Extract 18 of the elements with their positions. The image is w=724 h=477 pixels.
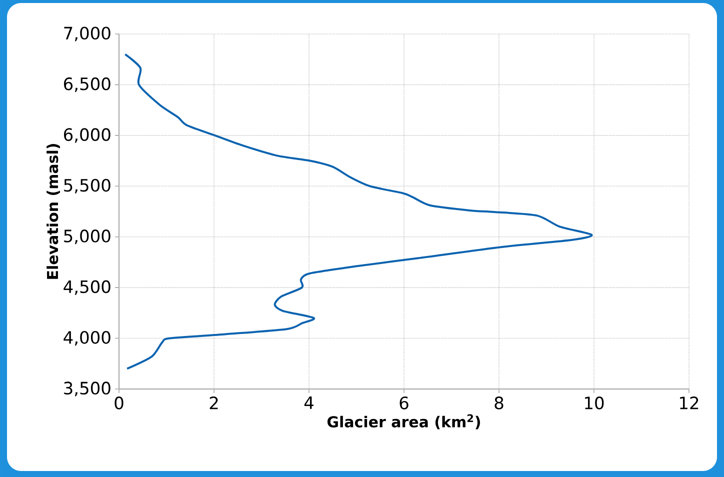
y-tick-label: 5,000 [64, 230, 110, 244]
x-tick-label: 10 [585, 396, 604, 410]
x-tick-label: 2 [210, 396, 218, 410]
x-tick-label: 6 [400, 396, 408, 410]
line-series [124, 53, 593, 370]
y-tick-label: 5,500 [64, 178, 110, 194]
x-tick-label: 4 [304, 396, 314, 409]
y-axis-title: Elevation (masl) [46, 144, 60, 279]
y-tick-label: 6,000 [64, 128, 110, 143]
x-tick-label: 0 [114, 396, 124, 410]
y-tick-label: 7,000 [64, 26, 110, 42]
x-tick-label: 8 [494, 396, 504, 410]
y-tick-label: 3,500 [64, 382, 110, 396]
y-tick-label: 4,000 [64, 330, 110, 346]
y-tick-label: 4,500 [64, 280, 110, 295]
y-tick-label: 6,500 [64, 77, 110, 92]
x-tick-label: 12 [680, 396, 698, 410]
x-axis-title: Glacier area (km$^{2}$) [327, 414, 480, 430]
